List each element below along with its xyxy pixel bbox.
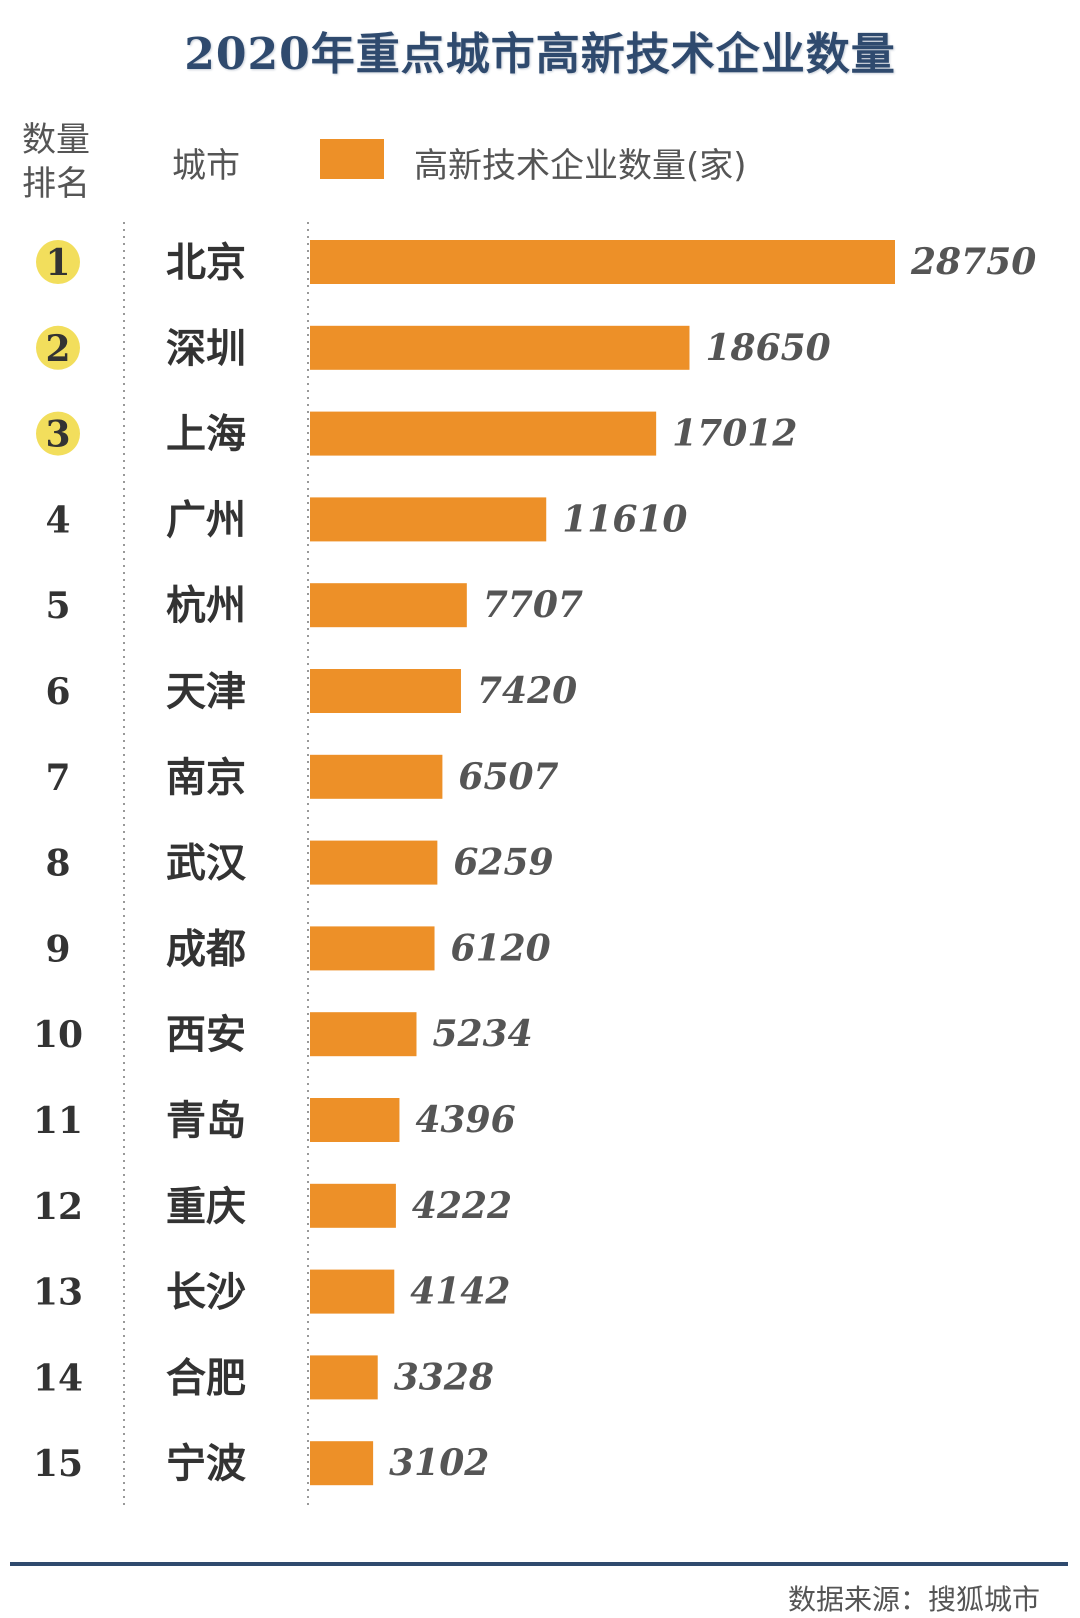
rank-label: 15 — [33, 1443, 83, 1485]
city-label: 武汉 — [166, 840, 247, 887]
rank-label: 11 — [33, 1100, 83, 1142]
city-label: 上海 — [166, 411, 246, 458]
value-label: 28750 — [910, 241, 1036, 283]
rank-column-header: 数量排名 — [22, 120, 90, 204]
value-label: 4222 — [412, 1185, 512, 1227]
value-label: 17012 — [672, 413, 797, 455]
city-label: 长沙 — [166, 1269, 246, 1316]
rank-label: 10 — [33, 1014, 83, 1056]
city-label: 重庆 — [166, 1183, 246, 1230]
rank-label: 14 — [33, 1357, 83, 1399]
bar — [310, 583, 467, 628]
rank-label: 7 — [45, 757, 70, 799]
legend-label: 高新技术企业数量(家) — [414, 146, 747, 186]
bar — [310, 840, 438, 885]
city-label: 青岛 — [166, 1097, 246, 1144]
value-label: 6259 — [453, 842, 553, 884]
bar — [310, 1441, 374, 1486]
rank-label: 1 — [45, 242, 70, 284]
bar — [310, 926, 435, 971]
value-label: 11610 — [562, 498, 687, 540]
rank-label: 12 — [33, 1186, 83, 1228]
city-label: 成都 — [166, 925, 246, 972]
bar — [310, 240, 895, 284]
city-label: 南京 — [166, 754, 246, 801]
city-label: 合肥 — [166, 1354, 246, 1401]
city-label: 深圳 — [166, 325, 246, 372]
value-label: 6507 — [458, 756, 558, 798]
bar — [310, 497, 547, 542]
rank-label: 9 — [45, 928, 70, 970]
rank-label: 6 — [45, 671, 70, 713]
value-label: 7707 — [483, 584, 583, 626]
value-label: 3102 — [389, 1442, 489, 1484]
bar — [310, 1183, 396, 1228]
rank-badge — [36, 240, 80, 284]
city-label: 北京 — [166, 239, 246, 286]
rank-label: 3 — [45, 414, 70, 456]
chart-title: 2020年重点城市高新技术企业数量 — [184, 29, 896, 80]
legend-swatch — [320, 139, 384, 179]
value-label: 5234 — [433, 1013, 533, 1055]
rank-label: 8 — [45, 843, 70, 885]
value-label: 7420 — [477, 670, 577, 712]
city-label: 广州 — [166, 496, 246, 543]
value-label: 4142 — [410, 1271, 510, 1313]
bar — [310, 1355, 378, 1400]
rank-badge — [36, 325, 80, 370]
value-label: 3328 — [394, 1356, 494, 1398]
bar — [310, 669, 461, 713]
city-label: 杭州 — [166, 582, 246, 629]
bar — [310, 325, 690, 370]
city-label: 天津 — [166, 668, 246, 715]
rank-label: 13 — [33, 1272, 83, 1314]
city-column-header: 城市 — [172, 146, 240, 186]
rank-badge — [36, 411, 80, 456]
footer-divider — [10, 1562, 1068, 1566]
city-label: 西安 — [166, 1011, 246, 1058]
bar — [310, 1269, 395, 1314]
bar — [310, 1012, 417, 1057]
city-label: 宁波 — [166, 1440, 246, 1487]
bar — [310, 754, 443, 799]
rank-label: 4 — [45, 499, 70, 541]
source-note: 数据来源：搜狐城市 — [787, 1583, 1040, 1616]
bar — [310, 1098, 400, 1142]
value-label: 18650 — [705, 327, 830, 369]
rank-label: 2 — [45, 328, 70, 370]
bar — [310, 411, 657, 456]
value-label: 4396 — [415, 1099, 515, 1141]
value-label: 6120 — [451, 927, 551, 969]
rank-label: 5 — [45, 585, 70, 627]
